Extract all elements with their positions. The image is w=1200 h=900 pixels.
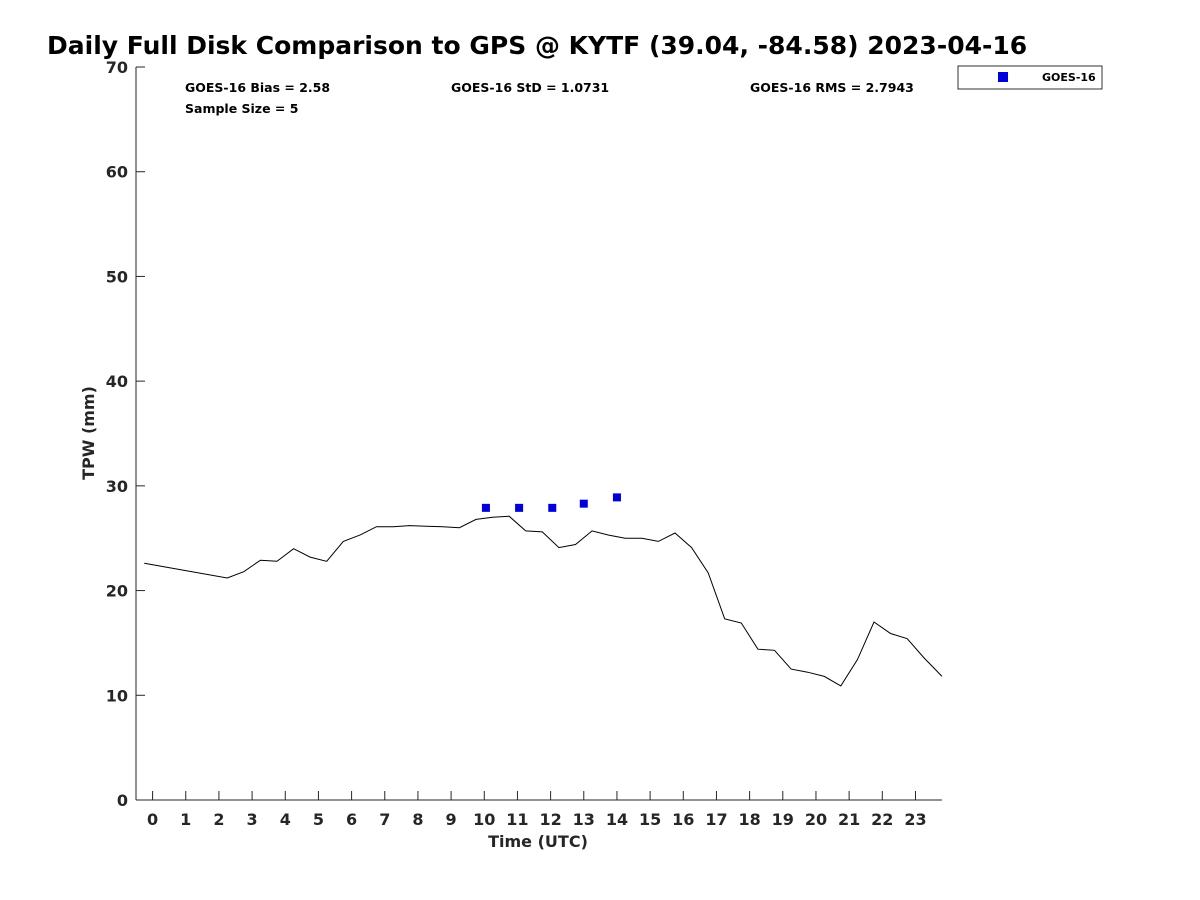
x-tick-label: 14 — [606, 810, 628, 829]
y-tick-label: 40 — [106, 372, 128, 391]
x-tick-label: 12 — [539, 810, 561, 829]
stat-std: GOES-16 StD = 1.0731 — [451, 80, 609, 95]
x-tick-label: 11 — [506, 810, 528, 829]
x-tick-label: 9 — [446, 810, 457, 829]
legend-label-goes-16: GOES-16 — [1042, 71, 1096, 84]
y-tick-label: 10 — [106, 686, 128, 705]
goes-16-point — [548, 503, 557, 512]
stat-rms: GOES-16 RMS = 2.7943 — [750, 80, 914, 95]
x-tick-label: 6 — [346, 810, 357, 829]
x-tick-label: 15 — [639, 810, 661, 829]
x-tick-label: 10 — [473, 810, 495, 829]
x-tick-label: 7 — [379, 810, 390, 829]
y-tick-label: 20 — [106, 582, 128, 601]
x-tick-label: 17 — [705, 810, 727, 829]
y-axis-ticks: 0 10 20 30 40 50 60 70 — [106, 58, 145, 810]
x-tick-label: 22 — [871, 810, 893, 829]
legend: GOES-16 — [957, 65, 1103, 90]
y-tick-label: 70 — [106, 58, 128, 77]
gps-line-group — [144, 515, 943, 687]
x-tick-label: 4 — [280, 810, 291, 829]
x-tick-label: 1 — [180, 810, 191, 829]
goes-16-point — [579, 499, 588, 508]
stat-sample-size: Sample Size = 5 — [185, 101, 298, 116]
axes — [135, 67, 942, 801]
x-tick-label: 16 — [672, 810, 694, 829]
y-tick-label: 60 — [106, 163, 128, 182]
goes-16-points — [481, 493, 621, 512]
goes-16-point — [481, 503, 490, 512]
stat-bias: GOES-16 Bias = 2.58 — [185, 80, 330, 95]
x-tick-label: 20 — [805, 810, 827, 829]
legend-box — [957, 65, 1103, 90]
x-tick-label: 21 — [838, 810, 860, 829]
y-tick-label: 50 — [106, 267, 128, 286]
x-axis-label: Time (UTC) — [488, 832, 588, 851]
x-tick-label: 2 — [213, 810, 224, 829]
x-tick-label: 8 — [412, 810, 423, 829]
x-tick-label: 5 — [313, 810, 324, 829]
legend-marker-goes-16 — [998, 72, 1008, 82]
x-tick-label: 18 — [738, 810, 760, 829]
x-tick-label: 0 — [147, 810, 158, 829]
chart-title: Daily Full Disk Comparison to GPS @ KYTF… — [47, 31, 1027, 60]
gps-tpw-line — [144, 515, 943, 687]
x-axis-ticks: 0 1 2 3 4 5 6 7 8 9 10 11 12 13 14 15 16 17 18 19 20 21 22 23 — [147, 791, 927, 829]
y-axis-label: TPW (mm) — [79, 386, 98, 480]
goes-16-point — [612, 493, 621, 502]
y-tick-label: 30 — [106, 477, 128, 496]
x-tick-label: 19 — [772, 810, 794, 829]
x-tick-label: 13 — [573, 810, 595, 829]
x-tick-label: 3 — [247, 810, 258, 829]
y-tick-label: 0 — [117, 791, 128, 810]
goes-16-point — [515, 503, 524, 512]
x-tick-label: 23 — [904, 810, 926, 829]
